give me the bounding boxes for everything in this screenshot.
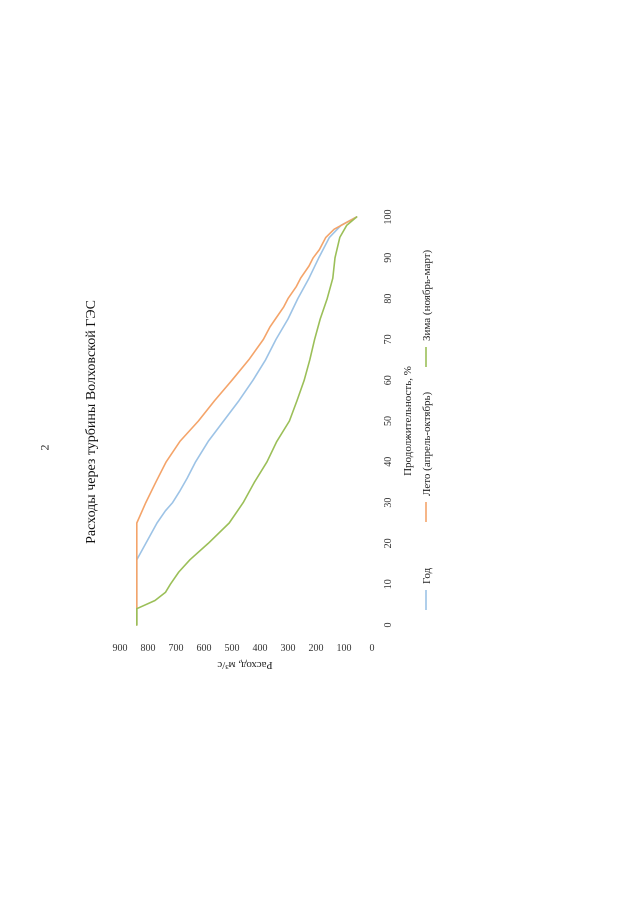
legend-label-2: Лето (апрель-октябрь) [421,391,433,496]
y-tick-label: 800 [141,643,156,654]
legend-label-3: Зима (ноябрь-март) [421,249,433,341]
y-tick-label: 700 [169,643,184,654]
series-line-2 [136,216,358,626]
y-tick-label: 600 [197,643,212,654]
x-tick-label: 30 [383,498,394,508]
x-tick-label: 0 [383,623,394,628]
x-tick-label: 20 [383,538,394,548]
y-tick-label: 0 [370,643,375,654]
x-axis-title: Продолжительность, % [402,366,414,476]
x-tick-label: 90 [383,253,394,263]
x-tick-label: 50 [383,416,394,426]
y-tick-label: 100 [337,643,352,654]
y-tick-label: 300 [281,643,296,654]
x-tick-label: 100 [383,210,394,225]
x-tick-label: 40 [383,457,394,467]
y-axis-title: Расход, м³/с [217,659,272,671]
chart-title: Расходы через турбины Волховской ГЭС [84,300,99,544]
x-tick-label: 80 [383,294,394,304]
series-line-3 [136,216,358,626]
x-tick-label: 70 [383,334,394,344]
legend-label-1: Год [421,567,433,584]
y-tick-label: 400 [253,643,268,654]
series-line-1 [136,216,358,626]
y-tick-label: 900 [113,643,128,654]
x-tick-label: 60 [383,375,394,385]
y-tick-label: 200 [309,643,324,654]
legend: Год Лето (апрель-октябрь) Зима (ноябрь-мар… [421,249,433,610]
chart-title-group: Расходы через турбины Волховской ГЭС [84,300,99,544]
series-layer [136,216,358,626]
y-tick-label: 500 [225,643,240,654]
x-tick-label: 10 [383,579,394,589]
